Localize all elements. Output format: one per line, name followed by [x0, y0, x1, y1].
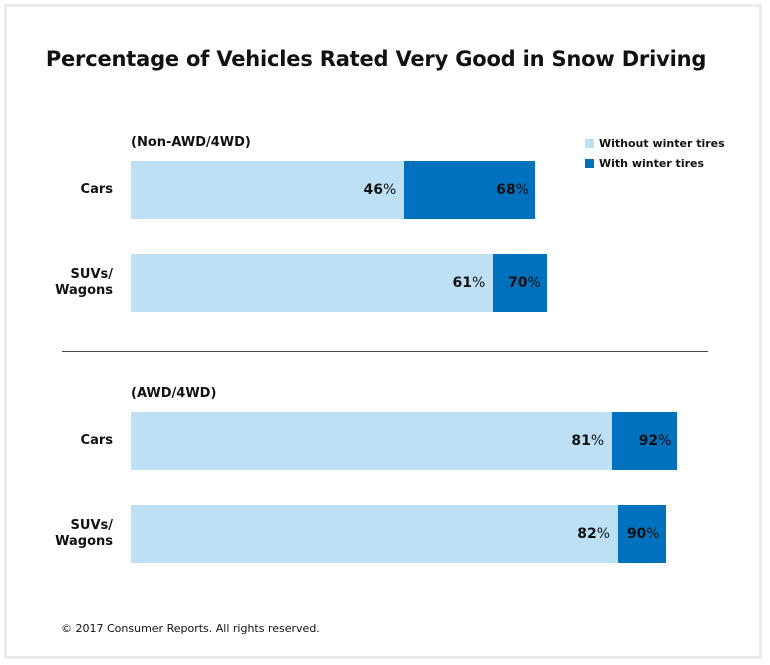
legend-swatch-with	[585, 159, 594, 168]
category-label: Cars	[80, 182, 113, 197]
category-label: SUVs/Wagons	[55, 267, 113, 298]
chart-border	[4, 4, 762, 659]
value-label-with: 68%	[496, 182, 529, 198]
value-label-with: 92%	[639, 433, 672, 449]
legend-label-with: With winter tires	[599, 157, 705, 170]
value-label-without: 81%	[571, 433, 604, 449]
group-label: (AWD/4WD)	[131, 386, 217, 401]
value-unit: %	[472, 275, 486, 291]
chart-title: Percentage of Vehicles Rated Very Good i…	[45, 47, 707, 71]
value-unit: %	[658, 433, 672, 449]
value-label-without: 61%	[453, 275, 486, 291]
group-label: (Non-AWD/4WD)	[131, 135, 251, 150]
bar-without-winter-tires	[131, 254, 494, 312]
value-label-without: 82%	[577, 526, 610, 542]
value-number: 92	[638, 433, 659, 449]
value-number: 68	[496, 182, 516, 198]
value-number: 61	[452, 275, 473, 291]
legend-label-without: Without winter tires	[599, 137, 725, 150]
group-divider	[62, 351, 708, 352]
value-number: 81	[571, 433, 591, 449]
category-label: SUVs/Wagons	[55, 518, 113, 549]
value-number: 70	[508, 275, 528, 291]
value-unit: %	[515, 182, 529, 198]
legend-swatch-without	[585, 139, 594, 148]
value-number: 90	[626, 526, 647, 542]
bar-without-winter-tires	[131, 505, 619, 563]
value-unit: %	[596, 526, 611, 542]
value-number: 82	[577, 526, 597, 542]
bar-without-winter-tires	[131, 412, 613, 470]
value-number: 46	[363, 182, 383, 198]
value-label-without: 46%	[363, 182, 396, 198]
value-unit: %	[382, 182, 397, 198]
category-label: Cars	[80, 433, 113, 448]
value-unit: %	[646, 526, 660, 542]
value-label-with: 70%	[508, 275, 541, 291]
bar-without-winter-tires	[131, 161, 405, 219]
copyright-footer: © 2017 Consumer Reports. All rights rese…	[61, 622, 320, 635]
value-unit: %	[590, 433, 605, 449]
value-label-with: 90%	[627, 526, 660, 542]
value-unit: %	[527, 275, 541, 291]
